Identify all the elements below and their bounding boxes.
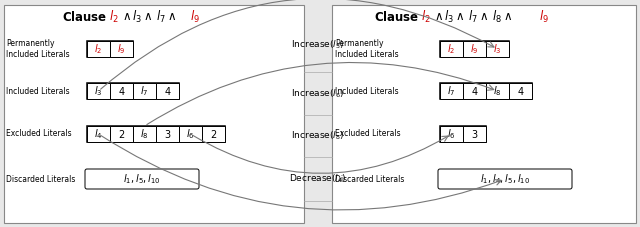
Bar bbox=[87, 126, 110, 142]
Text: $3$: $3$ bbox=[471, 128, 478, 140]
Text: $\mathrm{Increase}(l_3)$: $\mathrm{Increase}(l_3)$ bbox=[291, 39, 345, 51]
Bar bbox=[440, 83, 532, 99]
Text: $\mathrm{Increase}(l_6)$: $\mathrm{Increase}(l_6)$ bbox=[291, 88, 345, 100]
Bar bbox=[133, 126, 156, 142]
Text: $l_7$: $l_7$ bbox=[140, 84, 148, 98]
Text: $l_9$: $l_9$ bbox=[117, 42, 125, 56]
Bar bbox=[156, 126, 179, 142]
Text: $l_1, l_5, l_{10}$: $l_1, l_5, l_{10}$ bbox=[123, 172, 161, 186]
Text: $4$: $4$ bbox=[516, 85, 524, 97]
Text: $l_9$: $l_9$ bbox=[470, 42, 479, 56]
Bar bbox=[440, 126, 463, 142]
Text: $l_2$: $l_2$ bbox=[109, 9, 118, 25]
Text: $l_2$: $l_2$ bbox=[94, 42, 102, 56]
Text: Permanently
Included Literals: Permanently Included Literals bbox=[335, 39, 399, 59]
Text: $l_9$: $l_9$ bbox=[539, 9, 549, 25]
Text: $4$: $4$ bbox=[118, 85, 125, 97]
Text: $l_9$: $l_9$ bbox=[190, 9, 200, 25]
Bar bbox=[486, 83, 509, 99]
Text: $l_3$: $l_3$ bbox=[493, 42, 502, 56]
Text: $l_8$: $l_8$ bbox=[140, 127, 148, 141]
Bar bbox=[463, 41, 486, 57]
Text: $2$: $2$ bbox=[118, 128, 125, 140]
Text: $2$: $2$ bbox=[210, 128, 217, 140]
Text: Discarded Literals: Discarded Literals bbox=[335, 175, 404, 183]
Bar bbox=[87, 126, 225, 142]
Bar bbox=[440, 41, 463, 57]
Bar bbox=[202, 126, 225, 142]
Text: $l_2$: $l_2$ bbox=[447, 42, 456, 56]
Bar bbox=[440, 126, 486, 142]
Text: $l_6$: $l_6$ bbox=[447, 127, 456, 141]
Text: $l_4$: $l_4$ bbox=[94, 127, 103, 141]
FancyBboxPatch shape bbox=[85, 169, 199, 189]
Text: $\mathrm{Increase}(l_8)$: $\mathrm{Increase}(l_8)$ bbox=[291, 130, 345, 142]
Bar bbox=[509, 83, 532, 99]
Bar bbox=[156, 83, 179, 99]
Bar bbox=[463, 126, 486, 142]
Bar bbox=[110, 126, 133, 142]
Text: $l_3$: $l_3$ bbox=[94, 84, 103, 98]
Bar bbox=[87, 41, 110, 57]
Bar bbox=[110, 41, 133, 57]
Text: Included Literals: Included Literals bbox=[6, 86, 70, 96]
Bar bbox=[440, 41, 509, 57]
Text: $l_1, l_4, l_5, l_{10}$: $l_1, l_4, l_5, l_{10}$ bbox=[480, 172, 530, 186]
Text: $l_6$: $l_6$ bbox=[186, 127, 195, 141]
Bar bbox=[179, 126, 202, 142]
Text: Excluded Literals: Excluded Literals bbox=[335, 129, 401, 138]
Text: $l_8$: $l_8$ bbox=[493, 84, 502, 98]
FancyBboxPatch shape bbox=[438, 169, 572, 189]
Text: $l_7$: $l_7$ bbox=[447, 84, 456, 98]
Bar bbox=[87, 83, 179, 99]
Text: $3$: $3$ bbox=[164, 128, 171, 140]
Text: $\mathbf{Clause}$: $\mathbf{Clause}$ bbox=[61, 10, 107, 24]
Bar bbox=[332, 5, 636, 223]
Bar bbox=[463, 83, 486, 99]
Text: $\wedge\, l_3 \wedge\, l_7 \wedge$: $\wedge\, l_3 \wedge\, l_7 \wedge$ bbox=[122, 9, 177, 25]
Bar bbox=[486, 41, 509, 57]
Text: $4$: $4$ bbox=[470, 85, 478, 97]
Bar bbox=[87, 41, 133, 57]
Bar bbox=[440, 83, 463, 99]
Bar bbox=[4, 5, 304, 223]
Text: Excluded Literals: Excluded Literals bbox=[6, 129, 72, 138]
Text: $l_2$: $l_2$ bbox=[421, 9, 431, 25]
Bar bbox=[133, 83, 156, 99]
Text: Included Literals: Included Literals bbox=[335, 86, 399, 96]
Text: $\wedge\, l_3 \wedge\, l_7 \wedge\, l_8 \wedge$: $\wedge\, l_3 \wedge\, l_7 \wedge\, l_8 … bbox=[434, 9, 513, 25]
Bar bbox=[110, 83, 133, 99]
Text: $\mathbf{Clause}$: $\mathbf{Clause}$ bbox=[374, 10, 419, 24]
Text: $\mathrm{Decrease}(l_4)$: $\mathrm{Decrease}(l_4)$ bbox=[289, 173, 347, 185]
Text: Permanently
Included Literals: Permanently Included Literals bbox=[6, 39, 70, 59]
Text: Discarded Literals: Discarded Literals bbox=[6, 175, 76, 183]
Bar bbox=[87, 83, 110, 99]
Text: $4$: $4$ bbox=[164, 85, 172, 97]
